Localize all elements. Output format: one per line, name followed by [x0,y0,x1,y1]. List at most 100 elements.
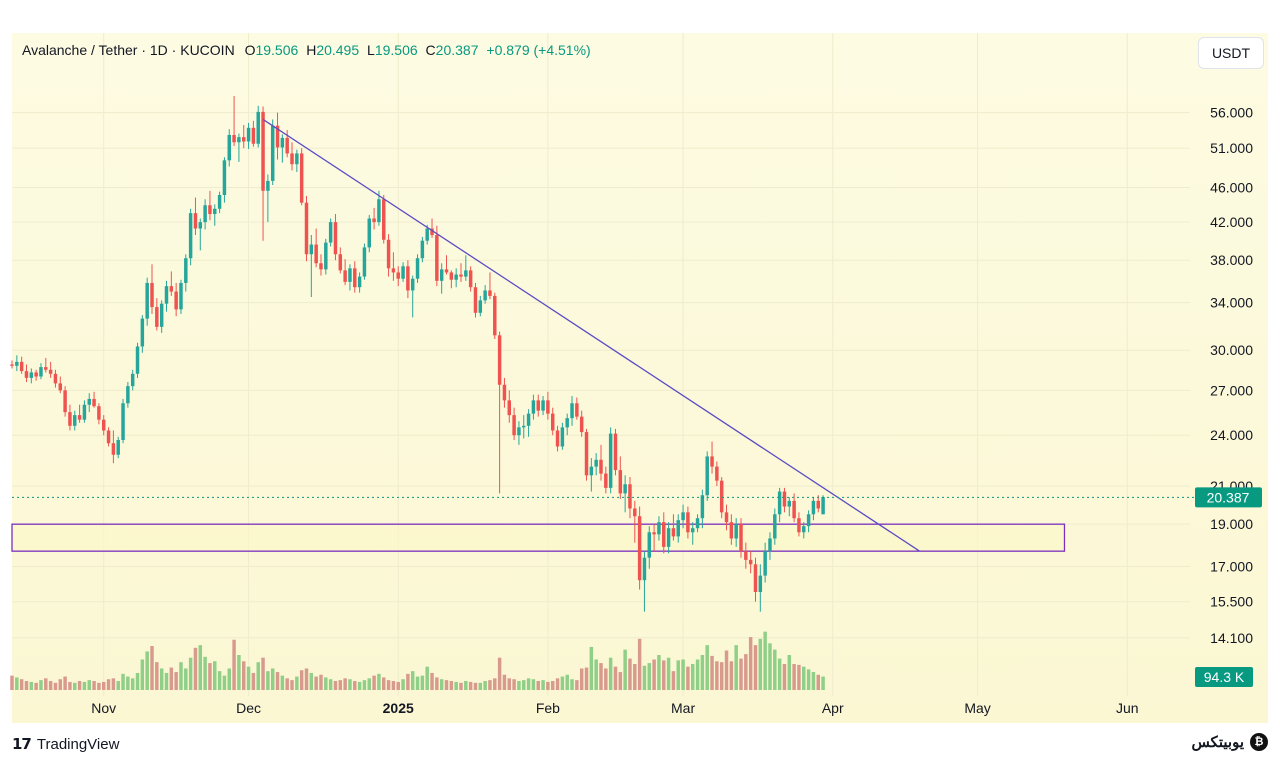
candle[interactable] [34,372,38,377]
candle[interactable] [348,268,352,282]
candle[interactable] [753,564,758,593]
candle[interactable] [164,286,169,304]
candle[interactable] [420,240,425,259]
candle[interactable] [338,254,343,271]
candle[interactable] [729,522,734,539]
candle[interactable] [444,269,449,273]
candle[interactable] [628,484,632,509]
candle[interactable] [536,400,540,411]
candle[interactable] [686,512,690,533]
candle[interactable] [386,239,391,269]
candle[interactable] [497,335,502,385]
candle[interactable] [430,228,434,236]
candle[interactable] [541,400,545,411]
candle[interactable] [715,466,719,481]
candle[interactable] [116,440,120,455]
candle[interactable] [613,433,618,471]
candle[interactable] [92,398,96,407]
candle[interactable] [333,222,338,255]
candle[interactable] [777,491,782,515]
candle[interactable] [584,432,589,476]
candle[interactable] [266,180,270,191]
candle[interactable] [517,427,521,436]
candle[interactable] [343,270,347,282]
candle[interactable] [53,373,58,384]
candle[interactable] [589,466,594,476]
candle[interactable] [241,137,246,142]
candle[interactable] [217,194,222,209]
candle[interactable] [797,518,801,533]
candle[interactable] [739,524,743,552]
candle[interactable] [468,270,473,288]
candle[interactable] [77,415,82,420]
candle[interactable] [724,512,729,523]
candle[interactable] [787,500,792,507]
candle[interactable] [121,403,125,441]
candle[interactable] [657,522,661,535]
candle[interactable] [449,272,454,280]
candle[interactable] [150,282,154,308]
trendline[interactable] [262,118,920,552]
candle[interactable] [802,526,806,533]
candle[interactable] [531,400,536,414]
candle[interactable] [140,318,145,347]
candle[interactable] [203,205,207,223]
candle[interactable] [550,413,555,431]
candle[interactable] [604,473,608,488]
candle[interactable] [806,514,811,527]
candle[interactable] [29,372,34,378]
candle[interactable] [391,268,396,273]
candle[interactable] [773,514,777,539]
candle[interactable] [309,244,314,255]
candle[interactable] [270,125,275,181]
candle[interactable] [382,199,386,240]
candle[interactable] [15,361,19,366]
candle[interactable] [319,263,323,270]
candle[interactable] [579,416,584,433]
candle[interactable] [782,491,787,507]
candle[interactable] [10,364,14,366]
candle[interactable] [39,367,43,377]
candle[interactable] [758,575,763,593]
candle[interactable] [193,213,198,229]
candle[interactable] [44,367,48,370]
candle[interactable] [555,430,560,447]
candle[interactable] [377,199,381,223]
candle[interactable] [111,443,116,455]
tradingview-brand[interactable]: 𝟭𝟳 TradingView [12,735,119,754]
candle[interactable] [637,516,642,581]
candle[interactable] [213,208,217,215]
candle[interactable] [719,480,724,513]
candle[interactable] [295,153,299,165]
candle[interactable] [58,383,63,391]
candle[interactable] [174,291,178,310]
candle[interactable] [439,269,444,281]
candle[interactable] [184,258,188,283]
candle[interactable] [73,415,77,426]
candle[interactable] [251,127,256,144]
candle[interactable] [227,134,231,161]
candle[interactable] [618,470,623,494]
candle[interactable] [169,286,174,292]
candle[interactable] [159,303,164,327]
candle[interactable] [232,134,236,143]
candle[interactable] [768,538,772,552]
candle[interactable] [19,361,24,372]
candle[interactable] [594,459,598,467]
candle[interactable] [324,242,328,270]
support-zone[interactable] [11,523,1066,552]
candle[interactable] [816,500,820,509]
candle[interactable] [401,266,405,279]
candle[interactable] [145,282,149,319]
candle[interactable] [473,287,478,313]
candle[interactable] [357,276,362,288]
candle[interactable] [155,307,159,327]
candle[interactable] [188,213,193,259]
candle[interactable] [106,430,111,444]
candle[interactable] [507,400,512,416]
candle[interactable] [666,528,671,547]
candle[interactable] [811,500,816,515]
candle[interactable] [792,500,796,519]
candle[interactable] [546,400,550,414]
